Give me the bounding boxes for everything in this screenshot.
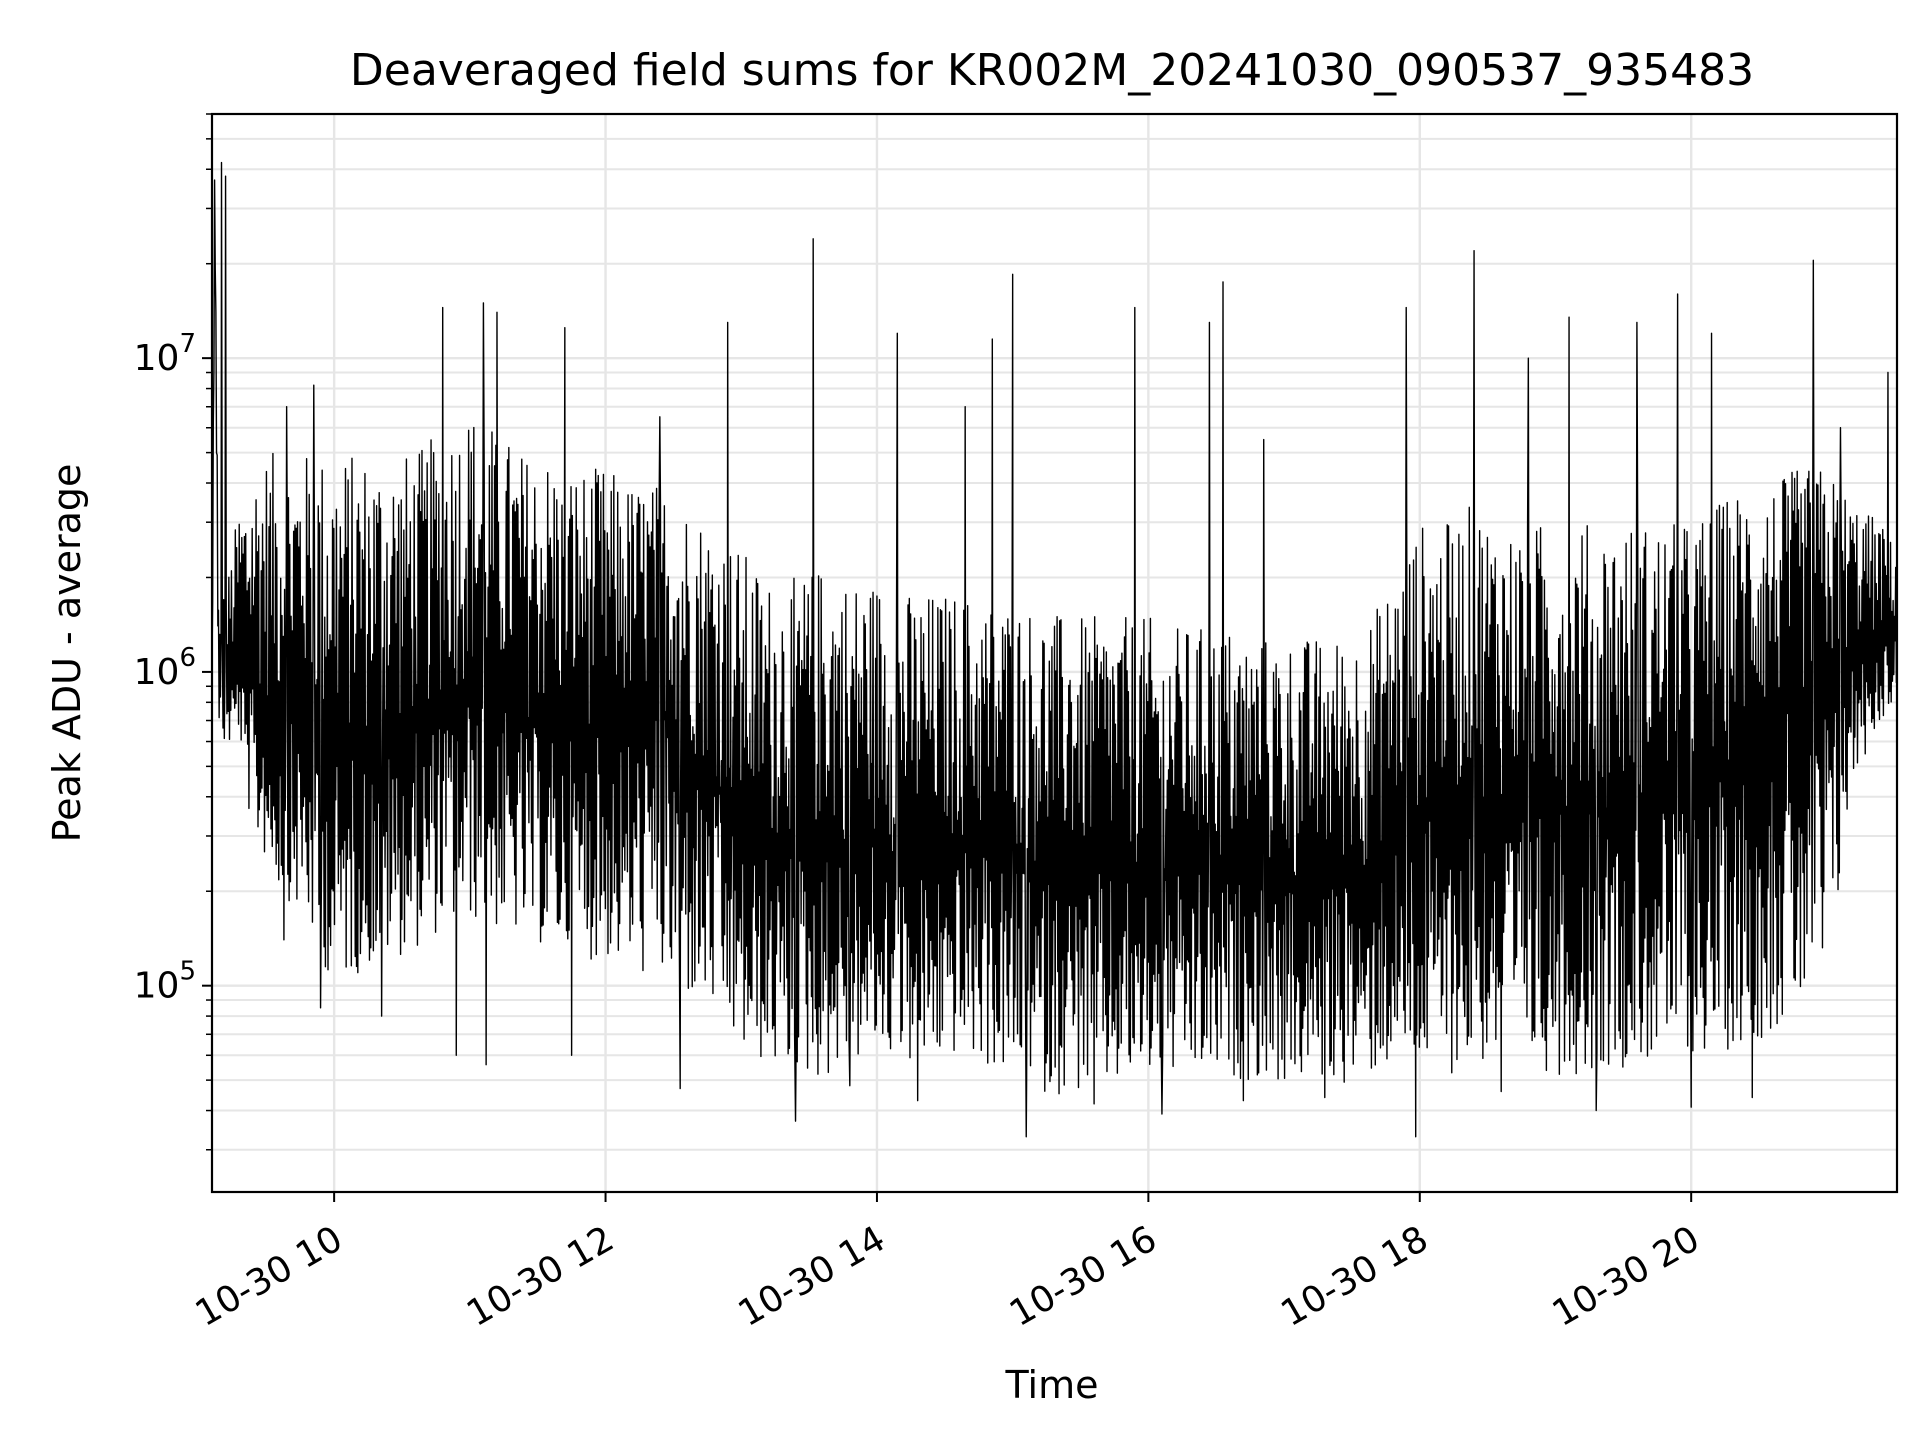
y-tick-label: 105 — [134, 957, 196, 1007]
plot-area — [211, 161, 1898, 1138]
plot-frame — [210, 112, 1899, 1194]
y-tick-label: 107 — [134, 329, 196, 379]
y-tick-base: 10 — [134, 338, 180, 379]
y-tick-label: 106 — [134, 643, 196, 693]
y-tick-exponent: 6 — [179, 643, 196, 673]
y-axis-label: Peak ADU - average — [45, 464, 89, 843]
x-axis-label: Time — [1005, 1363, 1099, 1407]
chart-title: Deaveraged field sums for KR002M_2024103… — [350, 45, 1754, 96]
y-tick-exponent: 5 — [179, 957, 196, 987]
series-line — [211, 161, 1898, 1138]
y-tick-base: 10 — [134, 966, 180, 1007]
y-tick-base: 10 — [134, 652, 180, 693]
y-tick-exponent: 7 — [179, 329, 196, 359]
